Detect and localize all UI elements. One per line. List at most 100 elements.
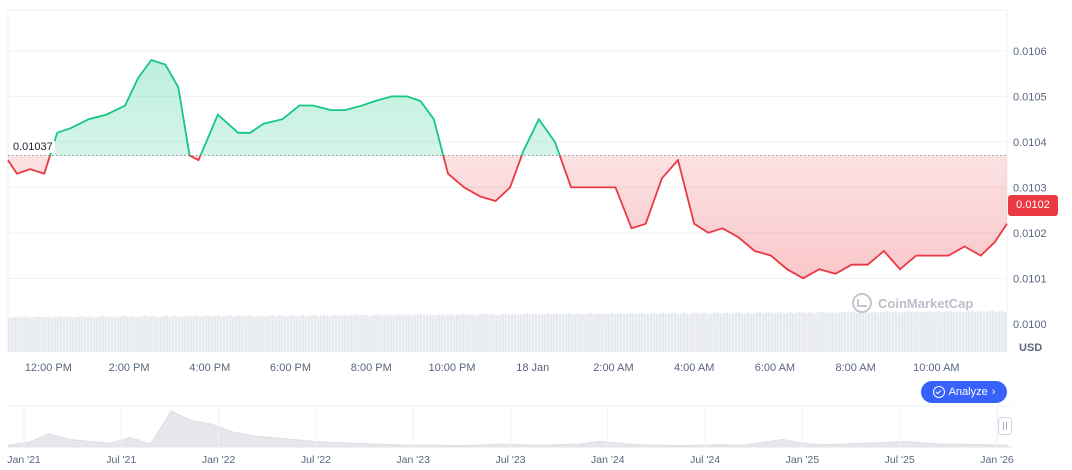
volume-bar [235, 315, 238, 352]
volume-bar [241, 316, 244, 352]
volume-bar [232, 316, 235, 352]
volume-bar [489, 314, 492, 352]
volume-bar [552, 313, 556, 352]
volume-bar [337, 315, 341, 352]
analyze-button[interactable]: Analyze › [921, 381, 1007, 403]
coinmarketcap-logo-icon [852, 293, 872, 313]
volume-bar [395, 314, 399, 352]
volume-bar [353, 314, 356, 352]
volume-bar [92, 317, 96, 352]
volume-bar [955, 311, 959, 352]
volume-bar [680, 313, 683, 352]
volume-bar [159, 316, 162, 352]
volume-bar [404, 314, 408, 352]
navigator-tick-label: Jan '24 [591, 454, 625, 466]
volume-bar [565, 313, 568, 352]
volume-bar [949, 310, 953, 352]
volume-bar [592, 314, 595, 352]
volume-bar [244, 316, 247, 352]
volume-bar [586, 313, 589, 352]
volume-bar [26, 316, 29, 352]
volume-bar [943, 311, 946, 352]
y-tick-label: 0.0103 [1013, 182, 1047, 194]
volume-bar [449, 314, 453, 352]
volume-bar [383, 314, 386, 352]
current-price-badge: 0.0102 [1008, 195, 1058, 216]
volume-bar [988, 311, 992, 352]
volume-bar [770, 313, 774, 352]
volume-bar [692, 312, 695, 352]
volume-bar [32, 317, 35, 352]
x-tick-label: 2:00 PM [109, 362, 150, 374]
volume-bar [958, 311, 962, 352]
volume-bar [677, 313, 680, 352]
volume-bar [834, 313, 837, 352]
volume-bar [607, 313, 610, 352]
volume-bar [283, 316, 287, 352]
volume-bar [782, 313, 786, 352]
volume-bar [14, 316, 17, 352]
volume-bar [795, 312, 798, 352]
volume-bar [474, 315, 477, 352]
volume-bar [456, 314, 459, 352]
volume-bar [20, 317, 23, 352]
navigator-tick-label: Jul '22 [301, 454, 331, 466]
volume-bar [434, 314, 438, 352]
volume-bar [516, 314, 520, 352]
range-navigator[interactable]: Jan '21 Jul '21 Jan '22 Jul '22 Jan '23 Jul '… [7, 405, 1014, 466]
volume-bar [501, 314, 504, 352]
volume-bar [392, 315, 395, 352]
volume-bar [80, 316, 84, 352]
volume-bar [59, 316, 62, 352]
volume-bar [910, 312, 913, 352]
navigator-tick-label: Jan '22 [202, 454, 236, 466]
volume-bar [531, 314, 535, 352]
y-tick-label: 0.0102 [1013, 228, 1047, 240]
volume-bar [416, 314, 420, 352]
x-tick-label: 4:00 PM [189, 362, 230, 374]
volume-bar [731, 313, 735, 352]
volume-bar [970, 310, 974, 352]
volume-bar [198, 316, 202, 352]
volume-bar [347, 315, 350, 352]
analyze-label: Analyze [948, 386, 988, 398]
volume-bar [216, 315, 220, 352]
volume-bar [316, 315, 320, 352]
volume-bar [997, 311, 1001, 352]
navigator-handle[interactable] [998, 417, 1012, 435]
volume-bar [528, 314, 532, 352]
volume-bar [123, 315, 126, 352]
x-axis: 12:00 PM 2:00 PM 4:00 PM 6:00 PM 8:00 PM 10:0… [25, 362, 960, 374]
volume-bar [807, 312, 810, 352]
volume-bar [882, 311, 886, 352]
volume-bar [716, 312, 719, 352]
volume-bars [8, 310, 1007, 352]
volume-bar [47, 316, 50, 352]
volume-bar [334, 314, 338, 352]
volume-bar [362, 315, 365, 352]
volume-bar [53, 317, 56, 352]
x-tick-label: 10:00 AM [913, 362, 959, 374]
volume-bar [843, 311, 847, 352]
volume-bar [192, 316, 196, 352]
volume-bar [913, 311, 916, 352]
volume-bar [453, 315, 456, 352]
volume-bar [919, 312, 922, 352]
x-tick-label: 8:00 AM [835, 362, 875, 374]
volume-bar [689, 313, 692, 352]
volume-bar [628, 313, 632, 352]
volume-bar [543, 313, 547, 352]
volume-bar [477, 314, 480, 352]
volume-bar [519, 314, 523, 352]
volume-bar [743, 312, 747, 352]
volume-bar [277, 315, 280, 352]
volume-bar [292, 314, 296, 352]
volume-bar [325, 316, 329, 352]
volume-bar [495, 315, 498, 352]
volume-bar [828, 312, 831, 352]
volume-bar [946, 311, 949, 352]
volume-bar [350, 315, 353, 352]
volume-bar [459, 314, 462, 352]
volume-bar [38, 316, 41, 352]
